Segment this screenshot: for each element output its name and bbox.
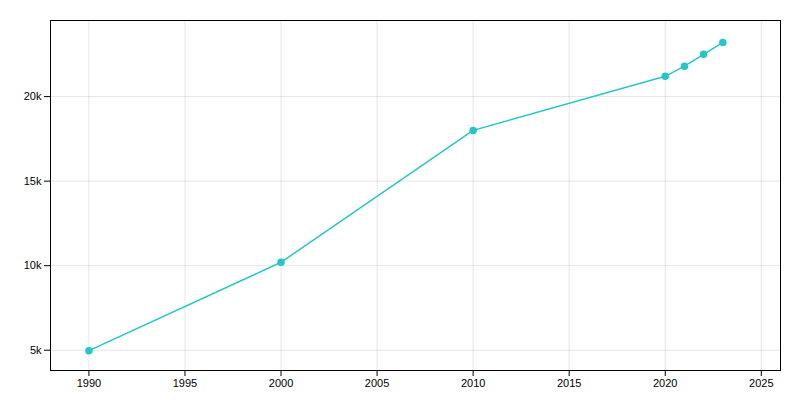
svg-text:2000: 2000 <box>269 377 293 389</box>
svg-text:2010: 2010 <box>461 377 485 389</box>
svg-text:1995: 1995 <box>173 377 197 389</box>
svg-text:2015: 2015 <box>557 377 581 389</box>
svg-text:2020: 2020 <box>653 377 677 389</box>
svg-text:2005: 2005 <box>365 377 389 389</box>
svg-text:20k: 20k <box>24 90 42 102</box>
svg-text:10k: 10k <box>24 259 42 271</box>
svg-text:15k: 15k <box>24 175 42 187</box>
svg-text:1990: 1990 <box>77 377 101 389</box>
svg-text:2025: 2025 <box>749 377 773 389</box>
svg-text:5k: 5k <box>30 344 42 356</box>
